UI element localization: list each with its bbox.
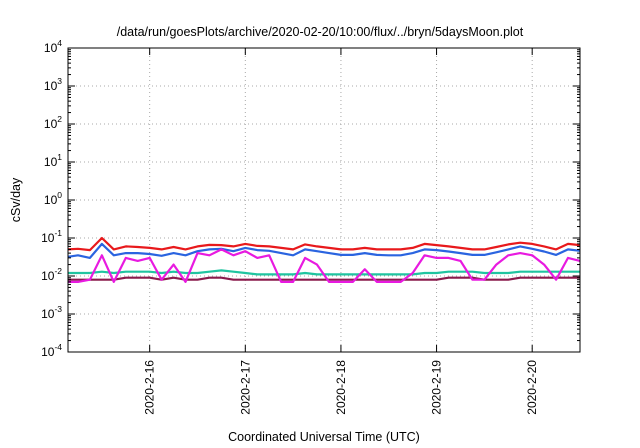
y-tick-base: 10 [41, 345, 55, 359]
grid [68, 48, 580, 352]
y-tick-exponent: 1 [57, 152, 62, 162]
y-tick-label: 10-3 [41, 304, 62, 321]
series-line-5 [68, 248, 581, 283]
y-tick-label: 10-1 [41, 228, 62, 245]
series-line-2 [67, 242, 581, 259]
x-tick-label: 2020-2-17 [238, 360, 252, 415]
series-line-4 [68, 276, 580, 281]
y-tick-exponent: 4 [57, 38, 62, 48]
y-tick-exponent: 2 [57, 114, 62, 124]
x-axis-label: Coordinated Universal Time (UTC) [228, 430, 420, 444]
y-tick-label: 102 [44, 114, 62, 131]
y-tick-label: 10-2 [41, 266, 62, 283]
y-tick-base: 10 [44, 193, 58, 207]
x-tick-label: 2020-2-19 [430, 360, 444, 415]
x-tick-label: 2020-2-16 [143, 360, 157, 415]
y-tick-label: 104 [44, 38, 62, 55]
y-tick-exponent: -3 [54, 304, 62, 314]
series-line-1 [67, 236, 581, 252]
y-tick-base: 10 [44, 79, 58, 93]
axis-ticks [68, 47, 580, 353]
y-tick-label: 10-4 [41, 342, 62, 359]
y-tick-exponent: -2 [54, 266, 62, 276]
x-tick-label: 2020-2-18 [334, 360, 348, 415]
y-tick-exponent: -4 [54, 342, 62, 352]
x-tick-labels: 2020-2-16 2020-2-17 2020-2-18 2020-2-19 2020… [143, 360, 540, 415]
series-layer [67, 236, 581, 283]
y-tick-exponent: 0 [57, 190, 62, 200]
y-tick-exponent: -1 [54, 228, 62, 238]
chart-title: /data/run/goesPlots/archive/2020-02-20/1… [117, 25, 524, 39]
y-tick-base: 10 [44, 117, 58, 131]
y-tick-base: 10 [41, 307, 55, 321]
y-tick-base: 10 [44, 155, 58, 169]
y-tick-base: 10 [44, 41, 58, 55]
y-tick-base: 10 [41, 269, 55, 283]
y-axis-label: cSv/day [9, 177, 23, 222]
y-tick-label: 101 [44, 152, 62, 169]
y-tick-base: 10 [41, 231, 55, 245]
y-tick-label: 103 [44, 76, 62, 93]
y-tick-label: 100 [44, 190, 62, 207]
y-tick-exponent: 3 [57, 76, 62, 86]
x-tick-label: 2020-2-20 [525, 360, 539, 415]
